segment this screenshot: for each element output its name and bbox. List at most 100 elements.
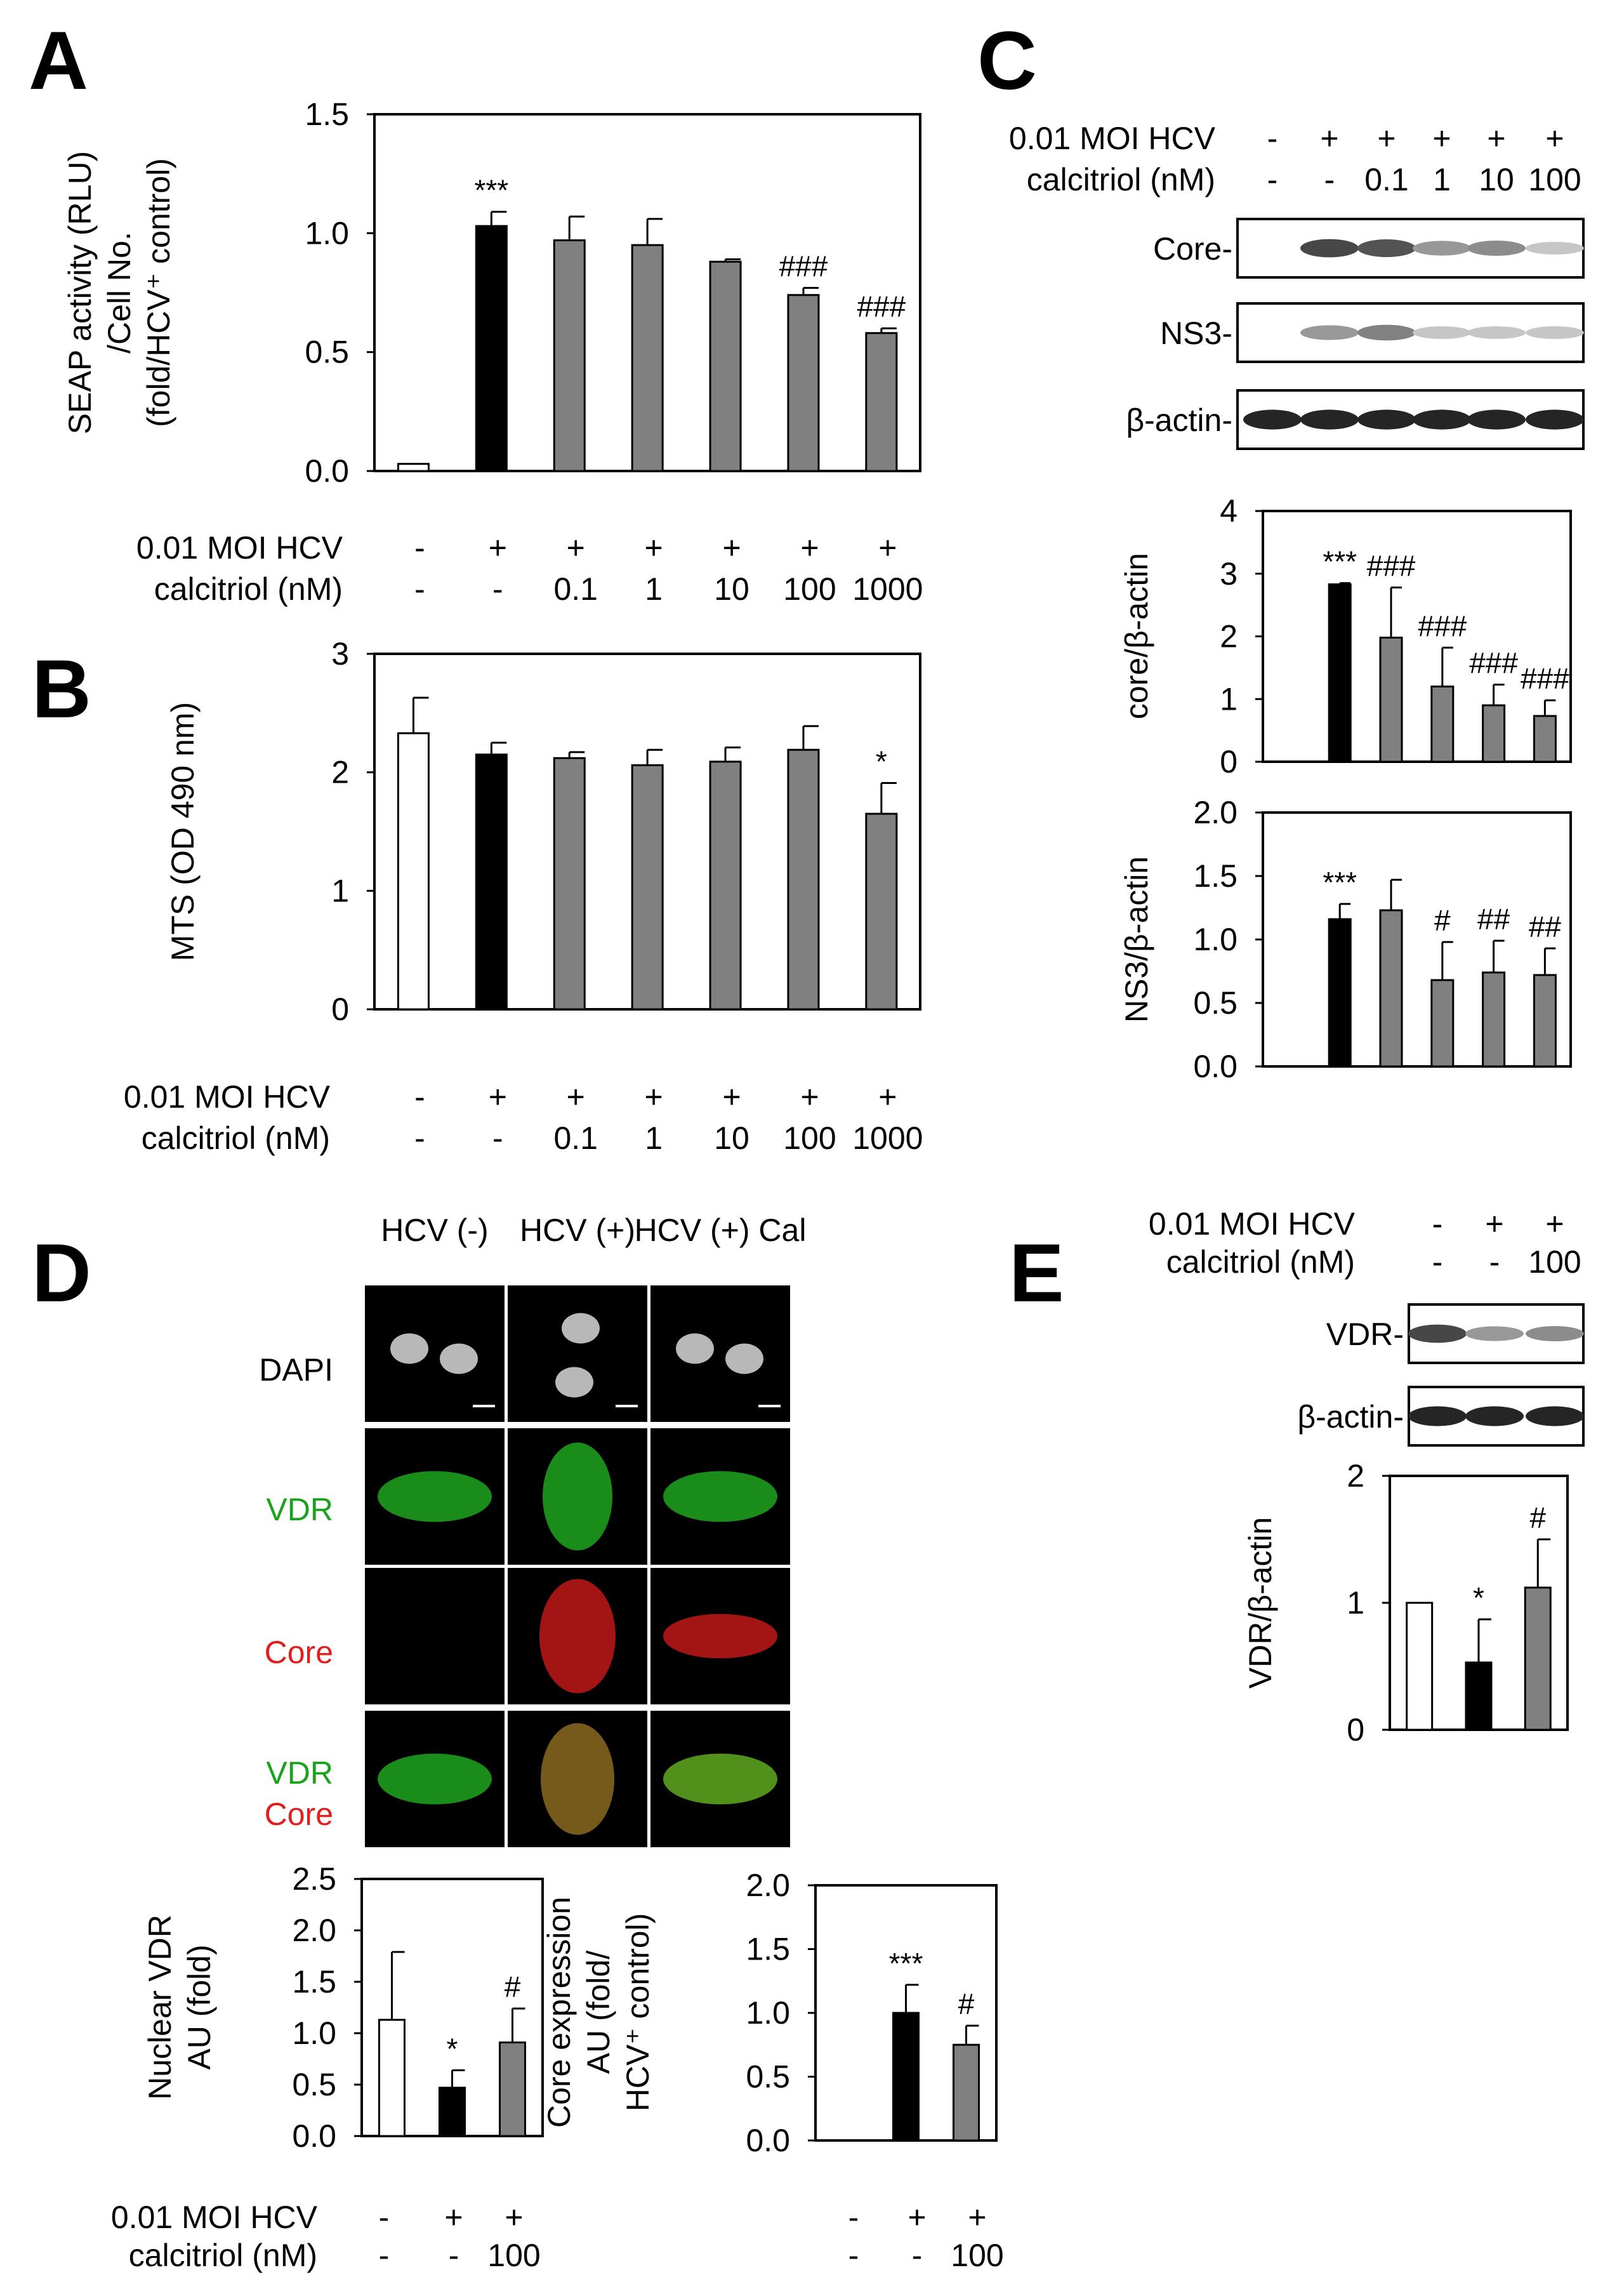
condition-hcv-value: + (908, 2200, 926, 2235)
condition-cal-value: - (414, 571, 425, 607)
significance-label: *** (1323, 545, 1357, 578)
significance-label: ### (1521, 662, 1569, 695)
condition-label-calcitriol: calcitriol (nM) (129, 2238, 317, 2273)
condition-hcv-value: + (1545, 121, 1564, 156)
condition-hcv-value: + (645, 1079, 663, 1115)
y-tick-label: 0.0 (1193, 1049, 1238, 1084)
significance-label: ## (1529, 910, 1562, 943)
y-tick-label: 3 (1220, 556, 1238, 592)
condition-cal-value: 10 (714, 571, 749, 607)
y-tick-label: 2.0 (1193, 795, 1238, 830)
y-axis-label: MTS (OD 490 nm) (165, 702, 201, 961)
microscopy-image-tile (508, 1285, 647, 1422)
condition-cal-value: 100 (1528, 162, 1581, 197)
core-stain (539, 1579, 616, 1694)
bar (439, 2087, 466, 2137)
bar (1533, 974, 1557, 1068)
blot-band (1413, 409, 1471, 430)
y-tick-label: 2.0 (746, 1868, 790, 1903)
bar (953, 2043, 980, 2142)
y-tick-label: 0 (1220, 744, 1238, 780)
significance-label: ### (1418, 609, 1467, 642)
merge-stain (378, 1753, 492, 1805)
conditions-a: 0.01 MOI HCV calcitriol (nM) - - + - +0.1 +1 +10… (136, 530, 923, 607)
bar (1430, 979, 1455, 1068)
condition-cal-value: 1 (645, 571, 663, 607)
chart-b-mts: 0 1 2 3 MTS (OD 490 nm) * (165, 636, 921, 1027)
significance-label: ### (857, 290, 906, 323)
bar (865, 332, 898, 472)
y-tick-label: 4 (1220, 493, 1238, 529)
bar (787, 294, 820, 472)
y-axis-label: /Cell No. (102, 232, 137, 354)
condition-cal-value: - (449, 2238, 459, 2273)
significance-label: *** (889, 1947, 923, 1980)
bar (1406, 1602, 1434, 1731)
bar (787, 748, 820, 1011)
vdr-stain (378, 1471, 492, 1522)
condition-hcv-value: - (379, 2200, 390, 2235)
bar (553, 239, 586, 472)
merge-stain (663, 1753, 777, 1805)
condition-cal-value: - (1489, 1244, 1500, 1280)
condition-hcv-value: + (1377, 121, 1396, 156)
condition-cal-value: 1 (1433, 162, 1451, 197)
y-axis-label: AU (fold) (182, 1944, 217, 2069)
microscopy-row-dapi: DAPI (259, 1352, 333, 1388)
y-tick-label: 0 (1347, 1712, 1364, 1748)
bar (378, 2019, 406, 2137)
blot-band (1526, 1406, 1584, 1426)
condition-hcv-value: + (722, 530, 741, 566)
y-axis-label: AU (fold/ (581, 1951, 616, 2074)
condition-cal-value: 100 (487, 2238, 540, 2273)
nucleus-shape (562, 1313, 600, 1344)
significance-label: ### (1367, 549, 1416, 582)
blot-band (1467, 241, 1526, 256)
condition-hcv-value: + (1545, 1206, 1564, 1242)
condition-label-hcv: 0.01 MOI HCV (111, 2200, 318, 2235)
panel-letter-d: D (32, 1226, 91, 1319)
blot-band (1300, 239, 1359, 258)
y-axis-label: VDR/β-actin (1243, 1517, 1278, 1689)
condition-hcv-value: + (645, 530, 663, 566)
bar (631, 244, 664, 472)
significance-label: # (958, 1987, 975, 2021)
blot-band (1526, 242, 1584, 255)
bar (631, 764, 664, 1011)
y-tick-label: 0.5 (1193, 985, 1238, 1021)
vdr-stain (663, 1471, 777, 1522)
blot-band (1465, 1406, 1524, 1426)
bar (1465, 1661, 1493, 1731)
condition-cal-value: - (379, 2238, 390, 2273)
y-axis-label: SEAP activity (RLU) (62, 151, 98, 434)
conditions-c: 0.01 MOI HCV calcitriol (nM) - - + - +0.1 +1 +10… (1009, 121, 1581, 197)
condition-cal-value: 0.1 (553, 571, 598, 607)
condition-cal-value: 100 (783, 1120, 836, 1156)
condition-hcv-value: + (1485, 1206, 1503, 1242)
condition-cal-value: 100 (1528, 1244, 1581, 1280)
y-tick-label: 0.0 (292, 2118, 336, 2154)
condition-cal-value: - (1432, 1244, 1443, 1280)
merge-stain (541, 1723, 614, 1835)
y-tick-label: 0 (331, 992, 349, 1027)
blot-label: β-actin- (1297, 1399, 1404, 1435)
condition-cal-value: 100 (951, 2238, 1003, 2273)
y-tick-label: 1.5 (746, 1932, 790, 1967)
bar (1533, 715, 1557, 763)
condition-label-calcitriol: calcitriol (nM) (142, 1120, 330, 1156)
bar (475, 225, 508, 472)
condition-label-hcv: 0.01 MOI HCV (1009, 121, 1216, 156)
condition-label-hcv: 0.01 MOI HCV (1149, 1206, 1356, 1242)
microscopy-row-merge-vdr: VDR (266, 1755, 333, 1791)
condition-hcv-value: + (489, 1079, 507, 1115)
microscopy-image-tile (365, 1568, 505, 1704)
condition-cal-value: - (492, 1120, 503, 1156)
blot-band (1357, 409, 1416, 430)
blot-band (1413, 241, 1471, 256)
y-tick-label: 1.0 (746, 1995, 790, 2031)
y-tick-label: 3 (331, 636, 349, 672)
y-tick-label: 0.0 (746, 2123, 790, 2158)
condition-hcv-value: + (800, 530, 819, 566)
blot-label: Core- (1153, 231, 1232, 267)
